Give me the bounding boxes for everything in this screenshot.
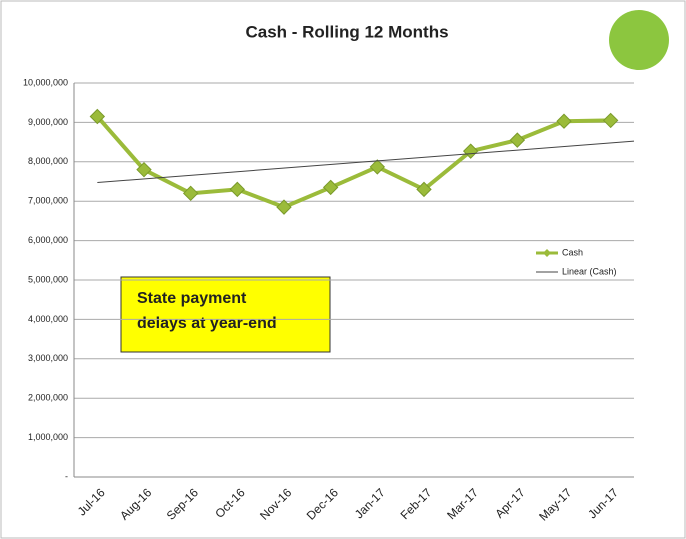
y-tick-label: 6,000,000 — [28, 235, 68, 245]
line — [95, 115, 611, 210]
marker — [602, 112, 619, 129]
marker — [136, 161, 152, 178]
y-tick-label: 5,000,000 — [28, 274, 68, 284]
legend-label: Linear (Cash) — [562, 266, 617, 276]
legend-label: Cash — [562, 247, 583, 257]
y-tick-label: 9,000,000 — [28, 117, 68, 127]
marker — [89, 108, 106, 125]
marker — [416, 181, 432, 198]
trendline — [97, 140, 635, 184]
annotation: delays at year-end — [137, 315, 277, 332]
marker — [322, 179, 339, 196]
marker — [182, 185, 199, 202]
y-tick-label: 1,000,000 — [28, 432, 68, 442]
marker — [509, 132, 526, 148]
marker — [556, 113, 572, 129]
legend-marker — [543, 249, 551, 257]
annotation: State payment — [137, 290, 247, 307]
logo-circle — [609, 10, 669, 70]
y-tick-label: 8,000,000 — [28, 156, 68, 166]
y-tick-label: 3,000,000 — [28, 353, 68, 363]
marker — [462, 143, 479, 159]
marker — [369, 159, 386, 175]
annotation-box — [120, 276, 331, 353]
chart-title: Cash - Rolling 12 Months — [245, 22, 448, 41]
y-tick-label: 4,000,000 — [28, 314, 68, 324]
marker — [229, 181, 246, 198]
y-tick-label: 7,000,000 — [28, 196, 68, 206]
y-tick-label: - — [65, 471, 68, 481]
y-tick-label: 2,000,000 — [28, 393, 68, 403]
marker — [276, 199, 292, 215]
y-tick-label: 10,000,000 — [23, 77, 68, 87]
